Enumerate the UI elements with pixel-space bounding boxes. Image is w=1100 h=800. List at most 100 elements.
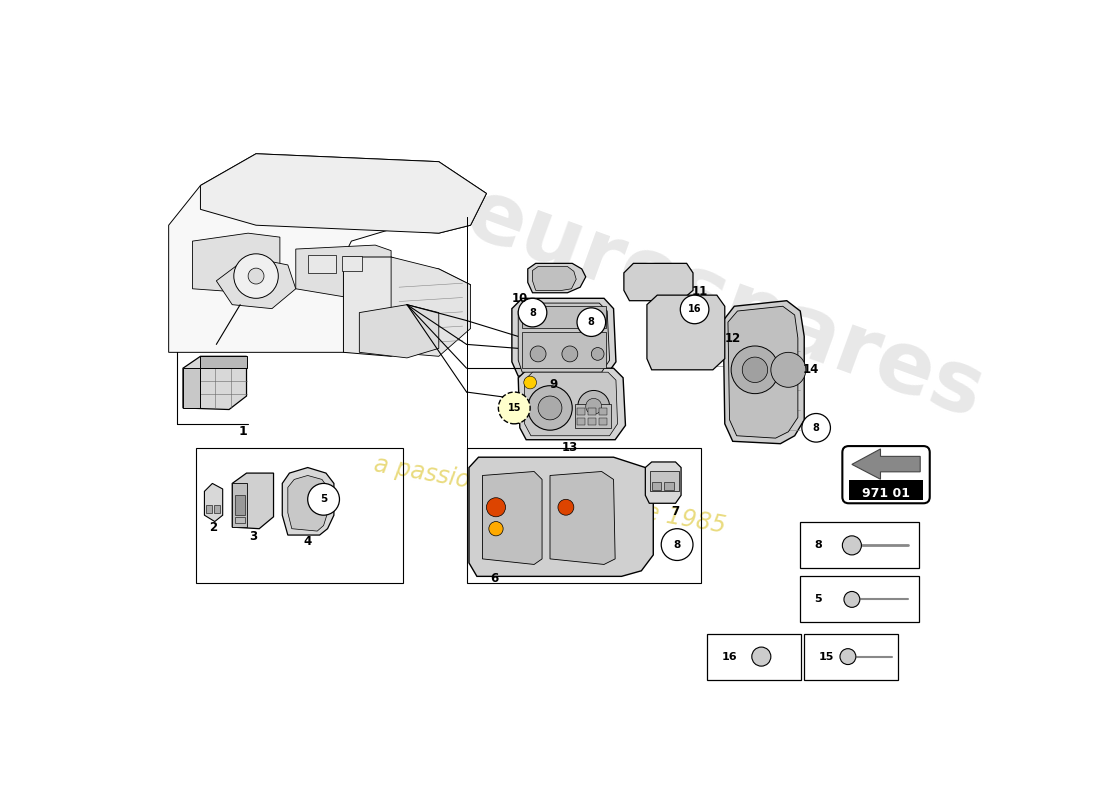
Text: eurospares: eurospares xyxy=(454,173,996,437)
Bar xyxy=(578,418,585,426)
Text: 14: 14 xyxy=(802,363,818,376)
Circle shape xyxy=(530,346,546,362)
Polygon shape xyxy=(217,257,296,309)
Bar xyxy=(588,408,596,415)
Text: 8: 8 xyxy=(813,423,820,433)
Text: 9: 9 xyxy=(550,378,558,390)
Polygon shape xyxy=(183,356,246,410)
Bar xyxy=(804,634,898,680)
Text: 16: 16 xyxy=(722,652,737,662)
Bar xyxy=(308,255,336,273)
Text: 5: 5 xyxy=(814,594,822,605)
Bar xyxy=(664,482,674,490)
Circle shape xyxy=(524,376,537,389)
Polygon shape xyxy=(200,356,246,368)
Bar xyxy=(801,522,920,569)
Circle shape xyxy=(486,498,506,517)
Polygon shape xyxy=(205,483,222,522)
FancyBboxPatch shape xyxy=(843,446,930,503)
Polygon shape xyxy=(232,483,246,527)
Bar xyxy=(235,517,245,523)
Bar xyxy=(600,418,607,426)
Bar xyxy=(342,256,362,270)
Polygon shape xyxy=(723,301,804,444)
Circle shape xyxy=(488,522,503,536)
Polygon shape xyxy=(518,368,626,440)
Polygon shape xyxy=(168,154,486,352)
Text: 3: 3 xyxy=(249,530,257,543)
Circle shape xyxy=(586,398,602,414)
Polygon shape xyxy=(288,475,328,531)
Bar xyxy=(197,448,403,582)
Circle shape xyxy=(802,414,830,442)
Circle shape xyxy=(538,396,562,420)
Text: 10: 10 xyxy=(512,292,528,305)
Text: 8: 8 xyxy=(587,317,595,327)
Bar xyxy=(801,576,920,622)
Circle shape xyxy=(732,346,779,394)
Bar xyxy=(235,495,245,515)
Polygon shape xyxy=(296,245,392,297)
Text: 16: 16 xyxy=(688,305,702,314)
Polygon shape xyxy=(360,305,439,358)
Text: 7: 7 xyxy=(671,505,680,518)
Bar xyxy=(522,333,606,368)
Text: 6: 6 xyxy=(491,572,498,586)
Circle shape xyxy=(680,295,708,324)
Circle shape xyxy=(751,647,771,666)
Text: 13: 13 xyxy=(562,441,578,454)
Circle shape xyxy=(578,308,606,337)
Circle shape xyxy=(578,390,609,422)
Polygon shape xyxy=(851,449,921,479)
Polygon shape xyxy=(646,462,681,503)
Polygon shape xyxy=(232,473,274,529)
Text: 15: 15 xyxy=(818,652,834,662)
Bar xyxy=(650,471,680,491)
Polygon shape xyxy=(528,263,586,293)
Circle shape xyxy=(742,357,768,382)
Text: 5: 5 xyxy=(320,494,327,504)
Polygon shape xyxy=(512,298,616,376)
Polygon shape xyxy=(343,257,439,356)
Polygon shape xyxy=(647,295,725,370)
Text: 8: 8 xyxy=(814,540,823,550)
Bar xyxy=(578,408,585,415)
Bar xyxy=(575,404,612,428)
Bar xyxy=(849,480,923,500)
Circle shape xyxy=(661,529,693,561)
Polygon shape xyxy=(532,266,576,290)
Polygon shape xyxy=(728,306,798,438)
Bar xyxy=(214,505,220,513)
Polygon shape xyxy=(192,233,279,293)
Bar xyxy=(707,634,801,680)
Polygon shape xyxy=(624,263,693,301)
Text: 4: 4 xyxy=(304,535,311,548)
Polygon shape xyxy=(200,154,486,233)
Polygon shape xyxy=(525,372,617,436)
Polygon shape xyxy=(469,457,653,576)
Text: 12: 12 xyxy=(725,331,740,345)
Bar xyxy=(588,418,596,426)
Circle shape xyxy=(592,347,604,360)
Text: 1: 1 xyxy=(239,426,246,438)
Bar xyxy=(206,505,211,513)
Bar xyxy=(651,482,661,490)
Text: 2: 2 xyxy=(209,521,217,534)
Bar xyxy=(466,448,701,582)
Polygon shape xyxy=(483,471,542,565)
Polygon shape xyxy=(183,368,200,408)
Text: 11: 11 xyxy=(691,286,707,298)
Polygon shape xyxy=(518,303,609,372)
Text: 8: 8 xyxy=(673,539,681,550)
Text: 8: 8 xyxy=(529,308,536,318)
Circle shape xyxy=(840,649,856,665)
Text: 971 01: 971 01 xyxy=(862,487,910,500)
Circle shape xyxy=(308,483,340,515)
Circle shape xyxy=(843,536,861,555)
Circle shape xyxy=(562,346,578,362)
Circle shape xyxy=(249,268,264,284)
Polygon shape xyxy=(283,467,334,535)
Circle shape xyxy=(234,254,278,298)
Circle shape xyxy=(844,591,860,607)
Circle shape xyxy=(558,499,574,515)
